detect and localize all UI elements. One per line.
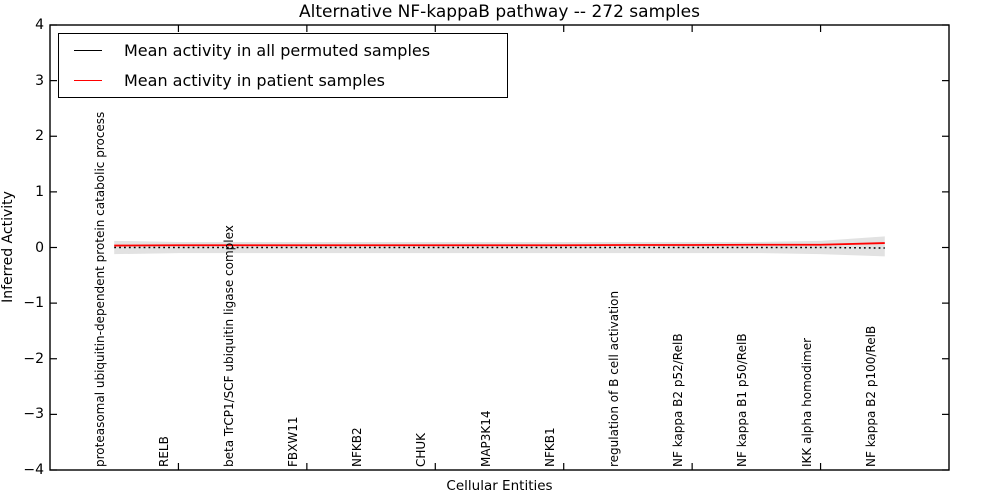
data-lines [114,242,885,249]
y-axis-title: Inferred Activity [0,191,16,303]
std-band-polygon [114,236,885,257]
y-tick-label: −2 [23,350,44,367]
y-tick-label: 3 [35,72,44,89]
axes-frame [49,24,950,471]
axis-ticks [50,24,949,471]
legend-item-patient: Mean activity in patient samples [59,67,507,95]
series-line-1 [114,242,885,247]
x-category-label: FBXW11 [285,416,300,468]
legend-label: Mean activity in patient samples [124,71,385,91]
legend-box: Mean activity in all permuted samples Me… [58,33,508,98]
y-tick-label: −1 [23,295,44,312]
y-tick-label: 4 [35,17,44,33]
y-tick-label: 0 [35,239,44,256]
x-category-label: RELB [157,436,172,467]
x-category-label: CHUK [414,432,429,467]
x-category-label: beta TrCP1/SCF ubiquitin ligase complex [221,225,236,467]
y-tick-label: 2 [35,128,44,145]
legend-item-permuted: Mean activity in all permuted samples [59,36,507,64]
y-tick-label: −4 [23,462,44,478]
chart-title: Alternative NF-kappaB pathway -- 272 sam… [299,2,700,22]
y-tick-label: 1 [35,183,44,200]
patient-line-swatch [74,80,102,82]
legend-label: Mean activity in all permuted samples [124,40,431,60]
permuted-line-swatch [74,49,102,51]
x-category-label: NF kappa B2 p52/RelB [671,333,686,467]
std-band [114,236,885,257]
x-category-label: NFKB2 [350,427,365,467]
x-category-label: proteasomal ubiquitin-dependent protein … [93,111,108,467]
x-axis-title: Cellular Entities [446,478,553,494]
x-category-label: NF kappa B1 p50/RelB [735,333,750,467]
x-category-label: MAP3K14 [478,410,493,467]
x-category-label: NF kappa B2 p100/RelB [863,325,878,467]
x-category-label: regulation of B cell activation [606,290,621,467]
y-tick-label: −3 [23,406,44,423]
series-line-0 [114,246,885,249]
x-category-label: NFKB1 [542,427,557,467]
x-category-label: IKK alpha homodimer [799,337,814,467]
